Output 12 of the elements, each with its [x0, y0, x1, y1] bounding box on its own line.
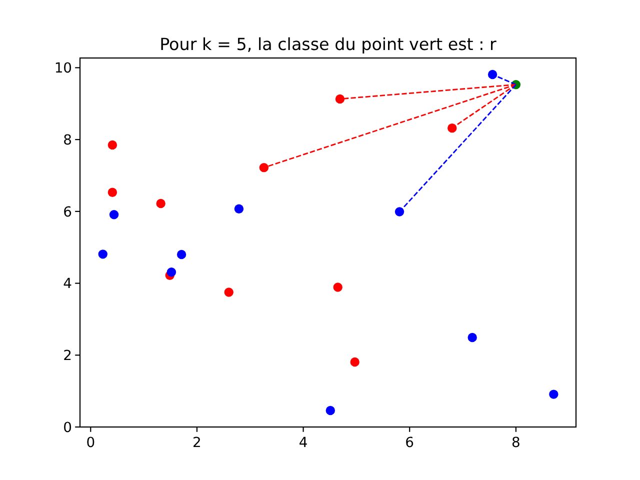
y-tick-label: 6 — [63, 204, 72, 220]
x-tick-label: 4 — [298, 435, 308, 451]
y-tick-label: 10 — [54, 60, 72, 77]
x-tick-label: 2 — [192, 435, 202, 451]
x-tick-label: 8 — [512, 435, 520, 451]
y-tick-label: 2 — [63, 348, 72, 364]
y-tick-label: 8 — [63, 132, 72, 148]
chart-title: Pour k = 5, la classe du point vert est : r — [160, 34, 497, 54]
y-tick-label: 4 — [63, 276, 72, 292]
y-tick-label: 0 — [63, 420, 72, 436]
x-tick-label: 6 — [405, 435, 414, 451]
x-tick-label: 0 — [86, 435, 96, 451]
